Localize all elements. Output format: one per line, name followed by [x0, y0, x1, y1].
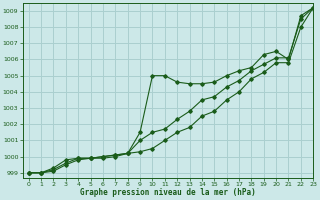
X-axis label: Graphe pression niveau de la mer (hPa): Graphe pression niveau de la mer (hPa) — [80, 188, 256, 197]
